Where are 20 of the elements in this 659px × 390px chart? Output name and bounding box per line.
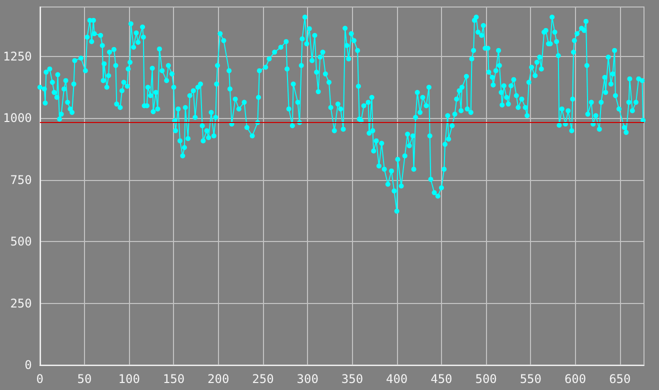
x-tick-label: 300 — [296, 372, 318, 386]
x-tick-label: 550 — [520, 372, 542, 386]
y-tick-label: 1250 — [2, 49, 32, 64]
x-tick-label: 650 — [609, 372, 631, 386]
x-tick-label: 400 — [386, 372, 408, 386]
x-tick-label: 600 — [564, 372, 586, 386]
x-tick-label: 0 — [36, 372, 44, 386]
x-tick-label: 450 — [430, 372, 452, 386]
x-tick-label: 200 — [208, 372, 230, 386]
x-tick-label: 500 — [475, 372, 497, 386]
x-tick-label: 50 — [77, 372, 92, 386]
x-tick-label: 100 — [118, 372, 140, 386]
y-tick-label: 1000 — [2, 111, 32, 126]
x-tick-label: 250 — [252, 372, 274, 386]
y-tick-label: 500 — [10, 234, 32, 249]
y-tick-label: 750 — [10, 172, 32, 187]
x-tick-label: 150 — [162, 372, 185, 386]
y-tick-label: 250 — [10, 296, 32, 310]
x-tick-label: 350 — [341, 372, 364, 386]
y-tick-label: 0 — [24, 358, 32, 372]
